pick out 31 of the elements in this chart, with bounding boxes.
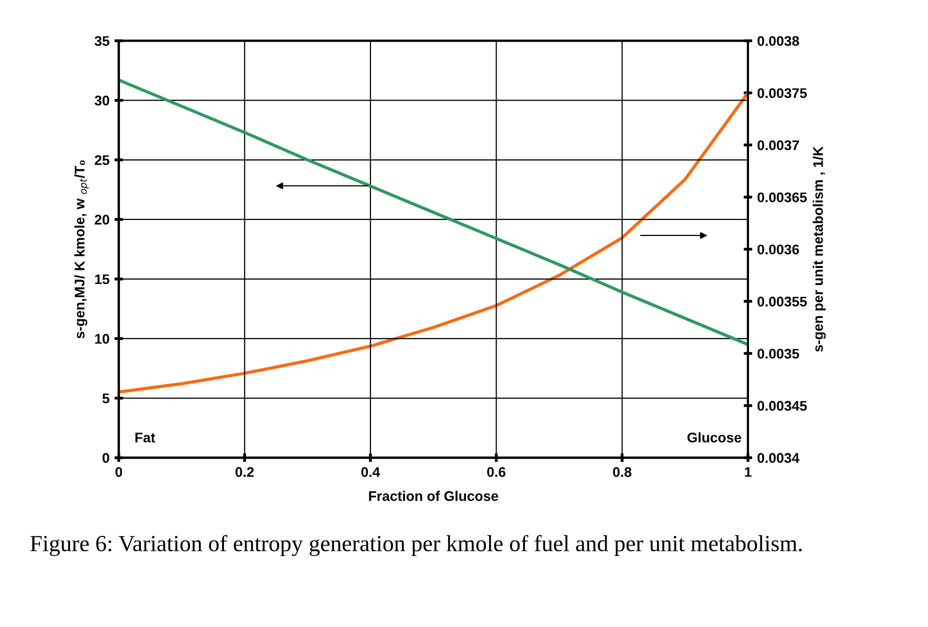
annotation: Fat [135, 432, 156, 442]
y-tick-label: 25 [94, 155, 110, 166]
y2-tick-label: 0.0035 [758, 348, 800, 359]
x-tick-label: 0.4 [361, 467, 380, 477]
y2-tick-label: 0.0034 [758, 453, 800, 463]
y2-tick-label: 0.00345 [758, 400, 807, 411]
y-tick-label: 20 [94, 214, 110, 225]
y-tick-label: 30 [94, 96, 110, 106]
y-tick-label: 0 [102, 453, 110, 463]
y-tick-label: 35 [94, 36, 110, 46]
y-tick-label: 15 [95, 274, 110, 284]
x-axis-title: Fraction of Glucose [369, 490, 498, 501]
x-tick-label: 0 [115, 467, 122, 477]
y2-axis-title: s-gen per unit metabolism , 1/K [812, 146, 826, 352]
y2-tick-label: 0.00375 [758, 88, 807, 98]
annotation: Glucose [687, 432, 742, 442]
y-axis-title: s-gen,MJ/ K kmole, w $_{opt}$/T₀ [74, 160, 89, 338]
x-tick-label: 0.6 [487, 467, 506, 477]
x-tick-label: 1 [744, 467, 752, 477]
y2-tick-label: 0.00365 [758, 192, 807, 202]
y-tick-label: 5 [102, 394, 110, 404]
y2-tick-label: 0.0036 [758, 244, 799, 254]
caption: Figure 6: Variation of entropy generation per kmole of fuel and per unit metabolism. [30, 534, 802, 556]
line-series [118, 78, 748, 346]
y-tick-label: 10 [95, 334, 110, 344]
x-tick-label: 0.2 [236, 467, 254, 477]
x-tick-label: 0.8 [613, 467, 632, 477]
y2-tick-label: 0.0037 [758, 140, 799, 150]
y2-tick-label: 0.0038 [758, 36, 800, 46]
line-series [118, 91, 748, 394]
y2-tick-label: 0.00355 [758, 296, 807, 307]
